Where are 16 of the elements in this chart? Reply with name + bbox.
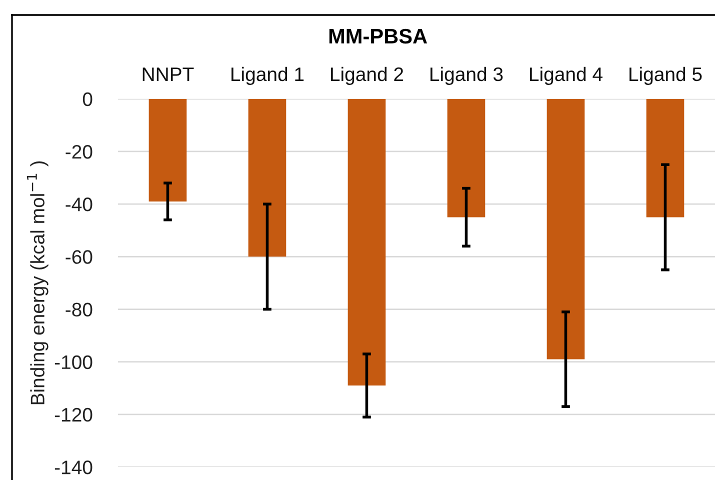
x-tick-label: NNPT — [142, 68, 194, 81]
x-tick-label: Ligand 5 — [630, 66, 702, 85]
x-tick-label: Ligand 2 — [331, 66, 404, 85]
y-tick-label: -80 — [66, 302, 92, 316]
y-tick-label: -40 — [66, 198, 92, 212]
x-tick-label: Ligand 4 — [530, 66, 602, 85]
x-tick-label: Ligand 3 — [430, 66, 503, 85]
y-tick-label: -140 — [54, 460, 92, 474]
x-tick-label: Ligand 1 — [232, 66, 304, 85]
y-tick-label: -120 — [54, 408, 92, 422]
y-tick-label: -100 — [54, 355, 92, 370]
chart-title: MM-PBSA — [329, 28, 428, 44]
y-tick-label: -60 — [66, 250, 92, 264]
y-axis-title: Binding energy (kcal mol$^{−1}$ ) — [26, 161, 48, 404]
y-tick-label: 0 — [82, 92, 92, 106]
y-tick-label: -20 — [66, 144, 92, 159]
